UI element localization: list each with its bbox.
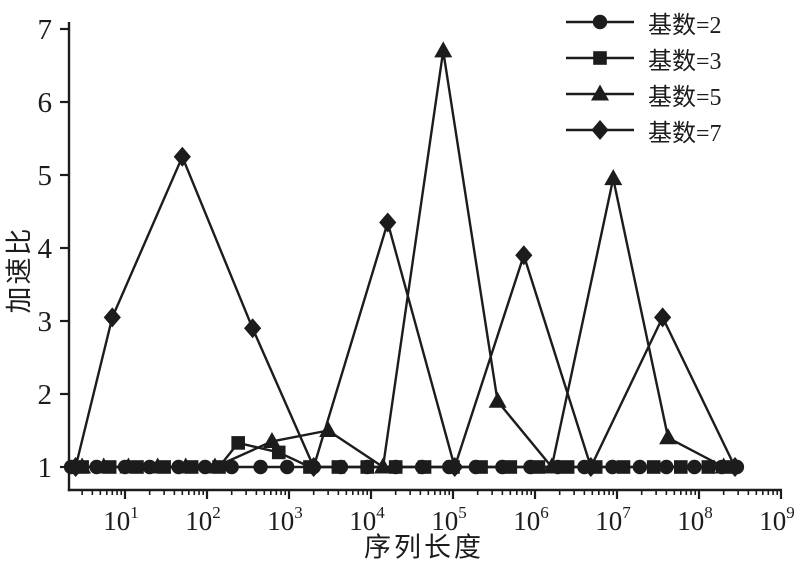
data-point — [94, 457, 113, 474]
legend-marker-shape — [592, 14, 608, 30]
data-point — [503, 460, 518, 474]
data-point — [701, 460, 716, 474]
x-axis-title: 序列长度 — [364, 532, 484, 563]
data-point — [531, 460, 546, 474]
x-tick-label: 103 — [267, 503, 303, 536]
y-tick-label: 7 — [38, 14, 53, 46]
data-point — [488, 391, 507, 408]
data-point — [388, 460, 403, 474]
data-point — [515, 245, 533, 266]
data-point — [659, 428, 678, 445]
legend-marker-shape — [593, 51, 607, 65]
x-tick-label: 106 — [513, 503, 549, 536]
y-tick-label: 3 — [38, 306, 53, 338]
data-point — [279, 459, 295, 475]
data-point — [331, 460, 346, 474]
x-tick-label: 108 — [677, 503, 713, 536]
data-point — [176, 457, 195, 474]
data-point — [360, 460, 375, 474]
data-point — [103, 307, 121, 328]
legend-marker-triangle — [566, 84, 634, 101]
x-tick-label: 105 — [431, 503, 467, 536]
data-point — [173, 146, 191, 167]
y-tick-label: 5 — [38, 160, 53, 192]
y-tick-label: 4 — [38, 233, 53, 265]
legend-marker-circle — [566, 14, 634, 30]
y-axis-title: 加速比 — [4, 226, 35, 314]
x-tick-label: 107 — [595, 503, 631, 536]
legend-marker-shape — [591, 120, 609, 140]
data-point — [119, 457, 138, 474]
legend: 基数=2 基数=3 基数=5 基数=7 — [562, 4, 722, 148]
data-point — [674, 460, 688, 474]
legend-label: 基数=3 — [648, 48, 722, 75]
y-tick-label: 6 — [38, 87, 53, 119]
data-point — [582, 457, 600, 477]
data-point — [231, 436, 245, 450]
x-tick-label: 101 — [103, 503, 139, 536]
legend-item-base3: 基数=3 — [562, 40, 722, 76]
x-tick-label: 102 — [185, 503, 221, 536]
y-tick-label: 1 — [38, 452, 53, 484]
data-point — [446, 457, 464, 477]
data-point — [714, 457, 733, 474]
data-point — [253, 459, 268, 475]
legend-marker-shape — [591, 84, 609, 101]
legend-marker-square — [566, 51, 634, 65]
y-tick-label: 2 — [38, 379, 53, 411]
data-point — [654, 307, 672, 328]
legend-label: 基数=7 — [648, 120, 722, 147]
data-point — [373, 457, 392, 474]
x-tick-label: 109 — [759, 503, 795, 536]
legend-label: 基数=2 — [648, 12, 722, 39]
data-point — [417, 460, 432, 474]
data-point — [262, 431, 281, 448]
data-point — [148, 457, 167, 474]
data-point — [205, 457, 224, 474]
data-point — [244, 318, 262, 339]
legend-item-base2: 基数=2 — [562, 4, 722, 40]
data-point — [474, 460, 488, 474]
data-point — [604, 169, 623, 186]
data-point — [224, 459, 239, 475]
data-point — [271, 445, 286, 460]
series-diamond — [67, 146, 744, 477]
data-point — [305, 457, 323, 477]
legend-item-base7: 基数=7 — [562, 112, 722, 148]
data-point — [646, 460, 661, 474]
data-point — [67, 457, 85, 477]
data-point — [726, 457, 744, 477]
data-point — [560, 460, 575, 474]
legend-marker-diamond — [566, 120, 634, 140]
data-point — [434, 41, 453, 58]
legend-label: 基数=5 — [648, 84, 722, 111]
data-point — [542, 457, 561, 474]
data-point — [379, 212, 397, 233]
x-tick-label: 104 — [349, 503, 385, 536]
legend-item-base5: 基数=5 — [562, 76, 722, 112]
data-point — [616, 460, 631, 474]
